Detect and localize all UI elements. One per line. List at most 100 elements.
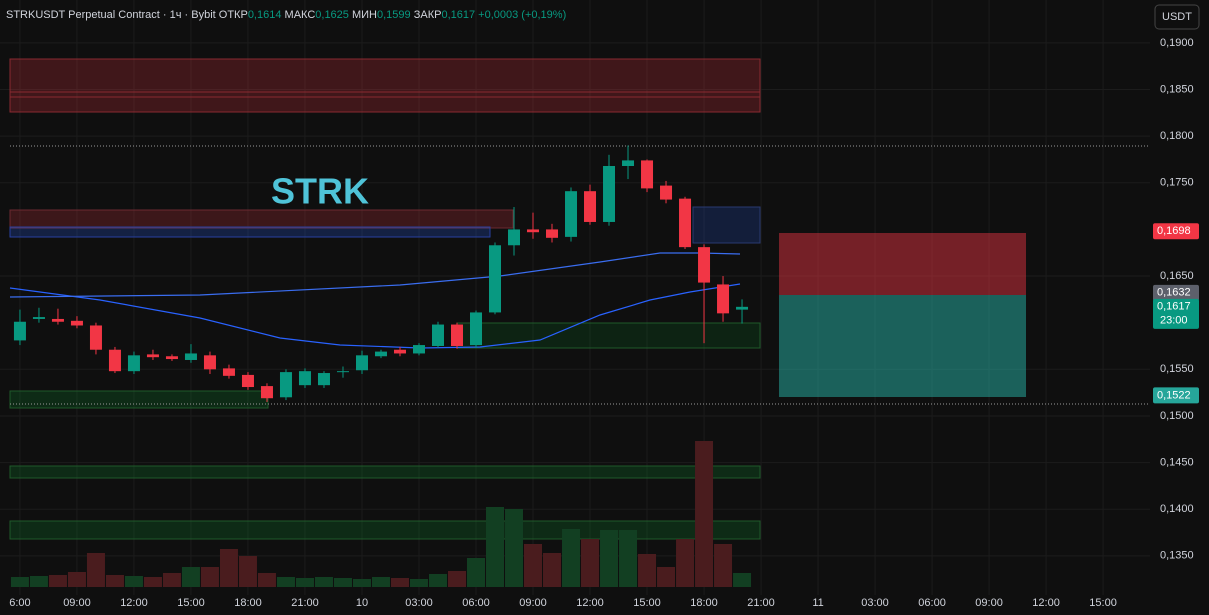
volume-bar [600,530,619,587]
candle-body [489,245,502,313]
resistance-zone [9,58,761,113]
x-tick-label: 21:00 [291,597,319,609]
volume-bar [371,577,390,587]
candle-body [336,371,349,373]
volume-bar [48,575,67,587]
time-axis [0,595,1150,615]
y-tick-label: 0,1650 [1160,270,1194,282]
candle-body [660,185,673,200]
volume-bar [562,529,581,587]
symbol: STRKUSDT Perpetual Contract · 1ч · Bybit [6,9,216,21]
x-tick-label: 18:00 [234,597,262,609]
candle-body [736,306,749,310]
price-badge [1153,223,1199,240]
candle-body [679,198,692,248]
y-tick-label: 0,1850 [1160,83,1194,95]
price-badge-label: 0,1698 [1157,225,1191,237]
price-badge-countdown: 23:00 [1160,315,1188,327]
volume-bar [409,579,428,587]
y-tick-label: 0,1400 [1160,503,1194,515]
x-tick-label: 06:00 [918,597,946,609]
volume-bar [638,554,657,587]
candle-body [431,324,444,346]
annotation: STRK [271,171,369,212]
x-tick-label: 12:00 [1032,597,1060,609]
volume-bar [447,571,466,587]
y-tick-label: 0,1550 [1160,363,1194,375]
volume-bar [333,578,352,587]
blue-zone [9,226,491,238]
volume-bar [238,556,257,587]
x-tick-label: 15:00 [177,597,205,609]
candle-body [355,355,368,371]
x-tick-label: 03:00 [861,597,889,609]
candle-body [508,229,521,246]
x-tick-label: 15:00 [1089,597,1117,609]
x-tick-label: 11 [812,597,823,609]
volume-bar [105,575,124,587]
candle-body [641,160,654,189]
target-zone [779,295,1026,397]
high-label: МАКС [285,9,316,21]
y-tick-label: 0,1900 [1160,37,1194,49]
y-tick-label: 0,1750 [1160,177,1194,189]
currency-button-label[interactable]: USDT [1162,11,1192,23]
candle-body [412,345,425,354]
candle-body [622,160,635,167]
y-tick-label: 0,1350 [1160,550,1194,562]
volume-bar [219,549,238,587]
price-badge-label: 0,1522 [1157,389,1191,401]
candle-body [241,374,254,388]
x-tick-label: 6:00 [9,597,30,609]
candle-body [260,386,273,399]
x-tick-label: 09:00 [975,597,1003,609]
volume-bar [257,573,276,587]
volume-bar [314,577,333,587]
price-badge-label: 0,1617 [1157,301,1191,313]
candle-body [565,191,578,237]
volume-bar [67,572,86,587]
volume-bar [390,578,409,587]
candle-body [146,354,159,358]
close-label: ЗАКР [414,9,442,21]
volume-bar [676,539,695,587]
candle-body [51,318,64,322]
volume-bar [29,576,48,587]
currency-button[interactable] [1154,4,1200,30]
candle-body [222,368,235,376]
x-tick-label: 12:00 [576,597,604,609]
drawings [9,58,1150,540]
candle-body [374,351,387,357]
volume-bar [162,573,181,587]
candle-body [717,284,730,314]
candle-body [184,353,197,360]
resistance-zone [9,209,514,229]
blue-zone [692,206,761,244]
candle-body [450,324,463,346]
volume-bar [695,441,714,587]
open-value: 0,1614 [248,9,282,21]
candle-body [70,320,83,326]
axes: 0,1900 0,1850 0,1800 0,1750 0,1650 0,1550 0,15… [9,37,1199,609]
volume-bar [524,544,543,587]
x-tick-label: 03:00 [405,597,433,609]
volume-bar [505,509,524,587]
candle-body [603,166,616,222]
price-badge [1153,387,1199,404]
y-tick-label: 0,1800 [1160,130,1194,142]
volume-bar [181,567,200,587]
volume-bar [657,567,676,587]
stop-zone [779,233,1026,295]
volume-bar [733,573,752,587]
volume-bar [200,567,219,587]
low-value: 0,1599 [377,9,411,21]
moving-average [9,252,741,298]
volume-bar [714,544,733,587]
candle-body [393,349,406,354]
open-label: ОТКР [219,9,248,21]
candle-body [32,317,45,319]
price-badge-label: 0,1632 [1157,287,1191,299]
support-zone [9,390,269,409]
volume-layer [10,441,752,587]
